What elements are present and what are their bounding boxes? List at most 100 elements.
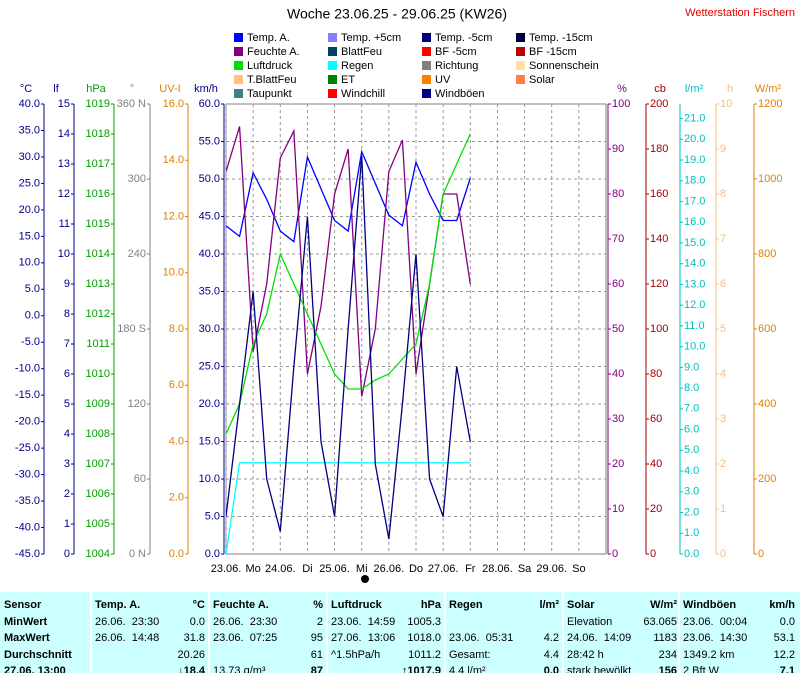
table-cell: 0.0 [543, 665, 559, 673]
axis-unit: h [727, 83, 733, 95]
y-tick-label: 1009 [86, 398, 110, 410]
y-tick-label: 1000 [758, 173, 782, 185]
y-tick-label: 4.0 [169, 435, 184, 447]
table-cell: 28:42 h [567, 648, 604, 661]
legend-swatch [516, 75, 525, 84]
y-tick-label: 9 [64, 278, 70, 290]
y-tick-label: 20 [612, 458, 624, 470]
y-tick-label: -5.0 [21, 336, 40, 348]
y-tick-label: 8.0 [684, 382, 699, 394]
y-tick-label: -20.0 [15, 416, 40, 428]
table-cell: °C [192, 599, 205, 611]
table-cell: 31.8 [183, 632, 205, 644]
y-tick-label: 160 [650, 188, 668, 200]
y-tick-label: 15.0 [199, 435, 220, 447]
table-cell: 87 [310, 665, 323, 673]
column-separator [562, 592, 564, 673]
x-tick-label: Fr [465, 563, 476, 575]
y-tick-label: 3 [64, 458, 70, 470]
series-line [226, 133, 471, 435]
series-line [226, 155, 471, 540]
table-cell: 61 [310, 648, 323, 661]
y-tick-label: 60 [134, 473, 146, 485]
table-cell: ^1.5hPa/h [331, 648, 381, 661]
legend-swatch [234, 75, 243, 84]
legend-swatch [328, 75, 337, 84]
y-tick-label: -10.0 [15, 363, 40, 375]
y-tick-label: 15.0 [19, 230, 40, 242]
y-tick-label: 360 N [117, 98, 146, 110]
y-tick-label: 10.0 [684, 341, 705, 353]
legend-label: Sonnenschein [529, 60, 599, 72]
y-tick-label: 25.0 [19, 177, 40, 189]
table-cell: 26.06. 14:48 [95, 632, 160, 644]
legend-swatch [516, 33, 525, 42]
table-cell: Sensor [4, 599, 42, 611]
series-line [226, 149, 471, 243]
series-line [226, 462, 471, 554]
y-tick-label: 40.0 [19, 98, 40, 110]
y-tick-label: 13 [58, 158, 70, 170]
table-cell: 26.06. 23:30 [95, 615, 160, 628]
column-separator [444, 592, 446, 673]
legend-label: T.BlattFeu [247, 74, 297, 86]
legend-label: BF -15cm [529, 46, 577, 58]
y-tick-label: 15.0 [684, 237, 705, 249]
y-tick-label: 21.0 [684, 112, 705, 124]
y-tick-label: 240 [128, 248, 146, 260]
table-cell: MinWert [4, 615, 48, 628]
y-tick-label: 14 [58, 128, 70, 140]
y-tick-label: 2.0 [684, 506, 699, 518]
y-tick-label: 40 [612, 368, 624, 380]
x-tick-label: Sa [518, 563, 532, 575]
table-cell: 23.06. 00:04 [683, 615, 748, 628]
legend-label: Luftdruck [247, 60, 293, 72]
y-tick-label: 25.0 [199, 360, 220, 372]
table-cell: Solar [567, 599, 595, 611]
y-tick-label: 1007 [86, 458, 110, 470]
y-tick-label: 100 [612, 98, 630, 110]
y-tick-label: 1 [720, 503, 726, 515]
y-tick-label: -45.0 [15, 548, 40, 560]
table-cell: % [313, 599, 323, 611]
y-tick-label: 16.0 [684, 216, 705, 228]
y-tick-label: 90 [612, 143, 624, 155]
y-tick-label: 11 [59, 218, 70, 230]
x-tick-label: 27.06. [428, 563, 459, 575]
table-cell: Durchschnitt [4, 648, 72, 661]
y-tick-label: 60 [650, 413, 662, 425]
x-tick-label: Mi [356, 563, 368, 575]
table-cell: l/m² [539, 599, 559, 611]
legend-swatch [422, 75, 431, 84]
y-tick-label: 1010 [86, 368, 110, 380]
y-tick-label: 0 [720, 548, 726, 560]
axis-unit: ° [130, 83, 134, 95]
y-tick-label: 50.0 [199, 173, 220, 185]
legend-swatch [328, 33, 337, 42]
table-cell: ↑1017.9 [401, 665, 441, 673]
table-cell: 53.1 [773, 632, 795, 644]
legend-label: BF -5cm [435, 46, 477, 58]
y-tick-label: 5.0 [25, 283, 40, 295]
x-tick-label: 29.06. [536, 563, 567, 575]
y-tick-label: -40.0 [15, 521, 40, 533]
legend-label: Richtung [435, 60, 478, 72]
legend-swatch [422, 47, 431, 56]
y-tick-label: 7 [720, 233, 726, 245]
y-tick-label: 55.0 [199, 135, 220, 147]
legend-swatch [328, 89, 337, 98]
y-tick-label: 8 [720, 188, 726, 200]
series-line [226, 126, 471, 397]
legend-label: Temp. -5cm [435, 32, 492, 44]
legend-swatch [422, 33, 431, 42]
table-cell: hPa [420, 599, 441, 611]
legend-label: Temp. +5cm [341, 32, 401, 44]
axis-unit: cb [654, 83, 666, 95]
legend-label: Regen [341, 60, 373, 72]
y-tick-label: 1004 [86, 548, 110, 560]
axis-unit: lf [53, 83, 59, 95]
y-tick-label: 13.0 [684, 278, 705, 290]
table-cell: 23.06. 05:31 [449, 632, 514, 644]
table-cell: Feuchte A. [213, 599, 269, 611]
station-name: Wetterstation Fischern [685, 7, 795, 19]
